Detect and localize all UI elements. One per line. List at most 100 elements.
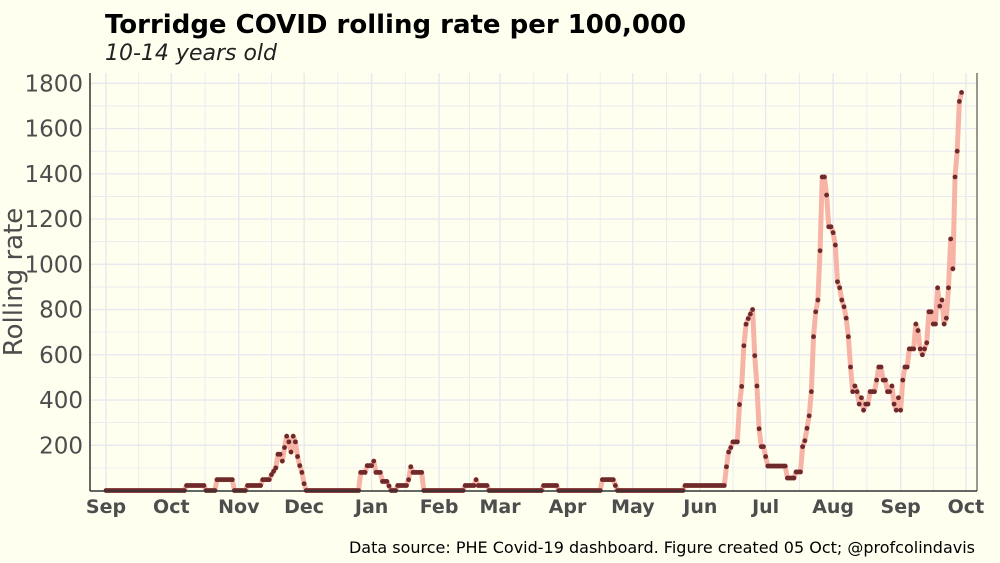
y-tick-label: 1600	[24, 117, 83, 143]
data-point	[752, 353, 758, 359]
data-point	[756, 426, 762, 432]
data-point	[922, 346, 927, 352]
data-point	[292, 439, 298, 445]
data-point	[471, 483, 477, 488]
data-point	[802, 438, 808, 444]
data-point	[817, 248, 823, 254]
x-tick-label: Sep	[881, 496, 921, 518]
data-point	[299, 470, 305, 475]
data-point	[913, 321, 919, 327]
data-point	[950, 266, 956, 272]
data-point	[726, 449, 732, 455]
data-point	[800, 444, 806, 450]
data-point	[808, 389, 814, 395]
data-point	[839, 297, 845, 303]
data-point	[273, 465, 279, 471]
x-tick-label: Nov	[218, 496, 260, 518]
y-tick-label: 1800	[24, 71, 83, 97]
data-point	[859, 395, 864, 401]
data-point	[874, 377, 880, 383]
data-point	[763, 454, 769, 459]
data-point	[841, 304, 847, 310]
data-point	[919, 352, 925, 358]
x-tick-label: Oct	[153, 496, 190, 518]
data-point	[952, 174, 958, 180]
data-point	[747, 311, 753, 317]
y-tick-label: 1000	[24, 252, 83, 278]
data-point	[939, 297, 945, 303]
data-point	[284, 433, 290, 439]
x-tick-label: Aug	[812, 496, 854, 518]
data-point	[954, 148, 960, 154]
data-point	[258, 483, 263, 488]
data-point	[811, 334, 816, 340]
data-point	[882, 377, 888, 383]
data-point	[371, 458, 377, 464]
data-point	[837, 285, 843, 291]
chart-title: Torridge COVID rolling rate per 100,000	[105, 10, 686, 40]
data-point	[286, 439, 292, 445]
data-point	[269, 472, 274, 478]
x-tick-label: Mar	[479, 496, 521, 518]
data-point	[935, 285, 941, 291]
data-point	[734, 439, 740, 445]
data-point	[406, 477, 412, 483]
data-point	[928, 309, 934, 315]
data-point	[297, 463, 303, 469]
x-tick-label: Sep	[86, 496, 126, 518]
data-point	[850, 389, 856, 395]
data-point	[798, 469, 803, 475]
data-point	[750, 307, 755, 312]
data-point	[408, 464, 414, 470]
data-point	[815, 297, 821, 303]
data-point	[861, 407, 866, 413]
data-point	[893, 407, 899, 413]
data-point	[946, 285, 951, 291]
data-point	[824, 192, 829, 198]
data-point	[835, 279, 840, 285]
data-point	[791, 475, 797, 481]
data-point	[941, 321, 947, 327]
data-point	[898, 407, 904, 413]
data-point	[782, 463, 788, 469]
data-point	[610, 477, 616, 483]
data-point	[737, 402, 742, 407]
data-point	[290, 433, 296, 439]
data-point	[419, 470, 425, 475]
data-point	[384, 479, 390, 484]
y-tick-label: 200	[39, 433, 83, 459]
x-tick-label: Jan	[353, 496, 388, 518]
data-point	[739, 384, 745, 389]
y-tick-label: 1400	[24, 162, 83, 188]
data-point	[887, 389, 893, 395]
data-point	[745, 316, 751, 321]
data-point	[473, 477, 479, 483]
data-point	[948, 236, 954, 242]
x-axis: Sep Oct Nov Dec Jan Feb Mar Apr May Jun Jul Aug Sep O…	[86, 496, 984, 518]
data-point	[943, 315, 949, 321]
data-point	[404, 483, 409, 488]
data-point	[832, 242, 838, 248]
data-point	[724, 464, 729, 470]
x-tick-label: Jul	[750, 496, 779, 518]
data-point	[362, 470, 368, 475]
data-point	[369, 463, 374, 469]
data-point	[743, 321, 749, 327]
data-point	[277, 451, 283, 457]
data-point	[956, 99, 962, 104]
data-point	[613, 483, 618, 488]
data-point	[813, 309, 819, 315]
x-tick-label: May	[611, 496, 655, 518]
x-tick-label: Feb	[420, 496, 459, 518]
data-point	[904, 364, 910, 370]
data-point	[377, 470, 383, 475]
data-point	[843, 315, 849, 321]
y-axis-label: Rolling rate	[0, 208, 29, 357]
data-point	[852, 383, 858, 389]
data-point	[891, 401, 897, 407]
data-point	[282, 445, 287, 450]
caption: Data source: PHE Covid-19 dashboard. Fig…	[349, 538, 975, 557]
y-tick-label: 400	[39, 388, 83, 414]
data-point	[828, 224, 834, 230]
